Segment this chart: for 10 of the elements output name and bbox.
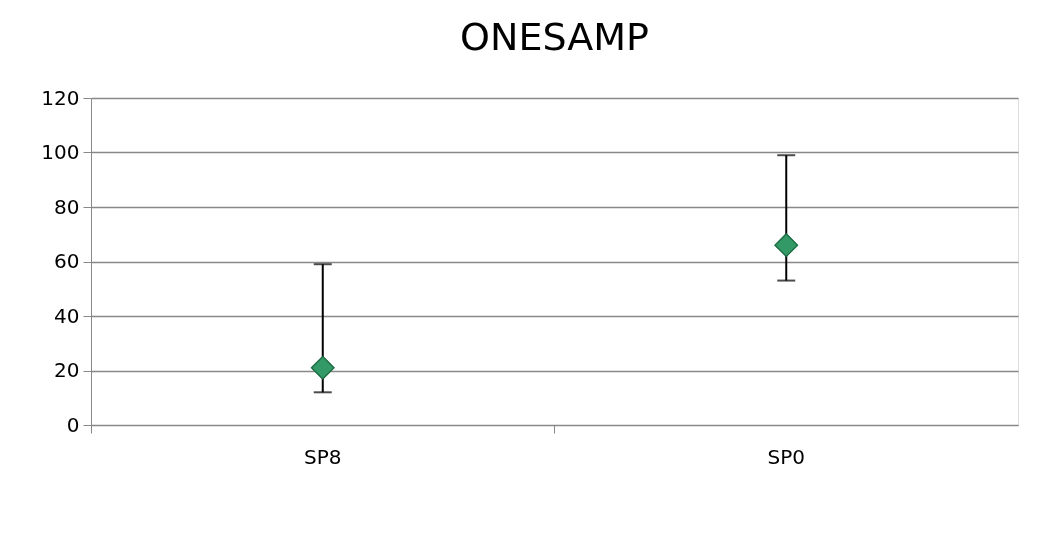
x-tick-label: SP8: [304, 444, 342, 469]
y-tick-label: 100: [41, 140, 80, 164]
y-tick-label: 20: [54, 358, 80, 382]
y-tick-label: 120: [41, 85, 80, 110]
y-tick-label: 0: [66, 412, 80, 437]
y-tick-label: 40: [54, 303, 80, 328]
y-tick-label: 60: [54, 249, 80, 273]
y-tick-label: 80: [54, 194, 80, 219]
x-tick-label: SP0: [767, 444, 805, 469]
chart-title: ONESAMP: [460, 15, 649, 59]
